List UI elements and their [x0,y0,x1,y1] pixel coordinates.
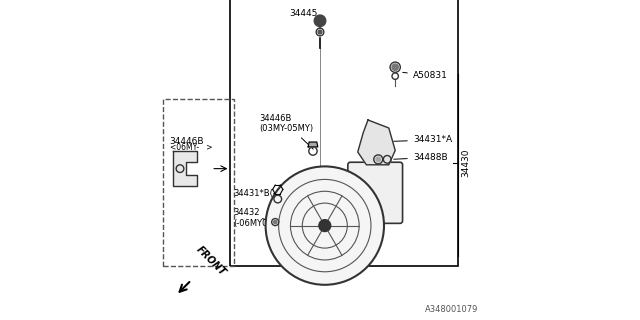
Circle shape [266,166,384,285]
Text: 34446B
(03MY-05MY): 34446B (03MY-05MY) [259,114,314,149]
Bar [163,99,234,266]
Text: 34432
(-06MY0601): 34432 (-06MY0601) [233,208,287,228]
Text: A50831: A50831 [403,71,447,80]
Circle shape [376,157,380,162]
Text: FRONT: FRONT [194,244,227,277]
Text: 34446B: 34446B [170,137,204,146]
Text: 34430: 34430 [461,149,470,178]
Polygon shape [358,120,396,165]
FancyBboxPatch shape [348,162,403,223]
Circle shape [274,220,277,224]
Circle shape [318,30,322,34]
Text: A348001079: A348001079 [425,305,479,314]
Text: 34431*A: 34431*A [392,135,452,144]
Bar [230,0,458,266]
Polygon shape [173,151,197,186]
Polygon shape [308,142,317,147]
Text: 34431*B(-06MY0601): 34431*B(-06MY0601) [233,189,323,198]
Circle shape [319,220,331,232]
Text: 34488B: 34488B [394,153,447,162]
Text: <06MY-   >: <06MY- > [170,143,212,152]
Circle shape [392,64,398,70]
Text: 34445: 34445 [290,9,321,22]
Circle shape [314,15,326,27]
